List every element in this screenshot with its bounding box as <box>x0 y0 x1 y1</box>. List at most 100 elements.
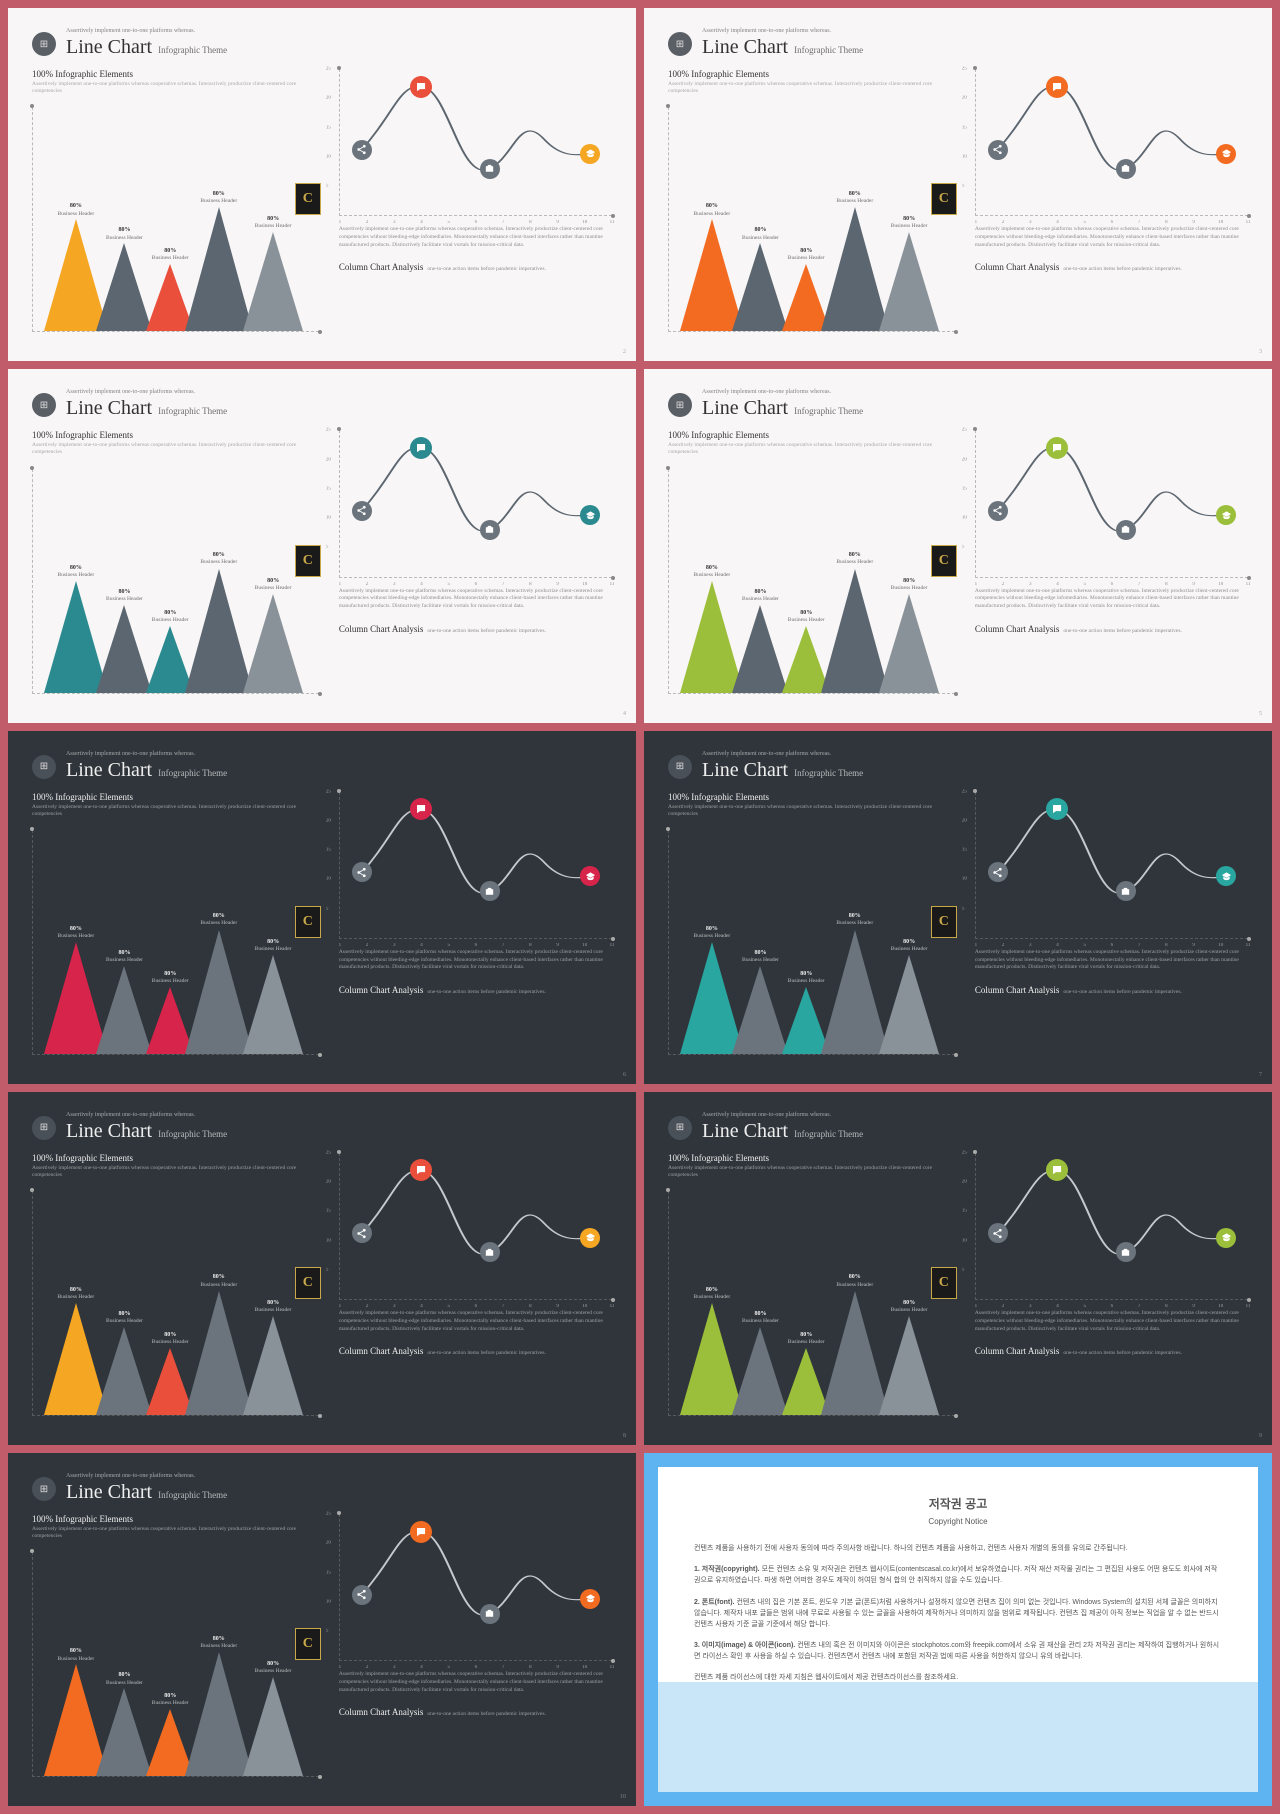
peak-label: 80%Business Header <box>836 913 873 927</box>
x-tick: 10 <box>582 1665 587 1670</box>
slide-subtitle: Infographic Theme <box>158 1490 227 1500</box>
x-tick: 8 <box>1165 582 1168 587</box>
peak-percent: 80% <box>742 950 779 957</box>
peak-percent: 80% <box>788 1332 825 1339</box>
right-desc: Assertively implement one-to-one platfor… <box>975 1310 1248 1333</box>
page-number: 4 <box>623 711 626 717</box>
slide: ⊞Assertively implement one-to-one platfo… <box>644 369 1272 722</box>
x-tick: 4 <box>420 1665 423 1670</box>
y-tick: 10 <box>962 1238 967 1243</box>
header-text: Assertively implement one-to-one platfor… <box>66 751 227 782</box>
x-tick: 8 <box>529 943 532 948</box>
notice-p1: 1. 저작권(copyright). 모든 컨텐츠 소유 및 저작권은 컨텐츠 … <box>694 1564 1222 1586</box>
right-panel: 2520151051234567891011Assertively implem… <box>975 792 1248 1055</box>
section-title: 100% Infographic Elements <box>32 1514 319 1524</box>
line-node-camera <box>480 881 500 901</box>
left-panel: 100% Infographic ElementsAssertively imp… <box>32 430 319 693</box>
analysis-title: Column Chart Analysis <box>339 1346 424 1356</box>
x-tick: 11 <box>1246 1304 1251 1309</box>
section-desc: Assertively implement one-to-one platfor… <box>32 442 319 456</box>
peak-percent: 80% <box>200 1636 237 1643</box>
peak-text: Business Header <box>200 559 237 566</box>
peak-text: Business Header <box>106 957 143 964</box>
mountain-peak <box>732 1327 788 1415</box>
left-panel: 100% Infographic ElementsAssertively imp… <box>668 430 955 693</box>
line-node-chat <box>410 1521 432 1543</box>
slide: ⊞ Assertively implement one-to-one platfo… <box>8 8 636 361</box>
slide-title: Line Chart <box>702 759 788 781</box>
line-path-svg <box>976 792 1248 938</box>
y-tick: 25 <box>326 1150 331 1155</box>
right-desc: Assertively implement one-to-one platfor… <box>339 226 612 249</box>
peak-label: 80%Business Header <box>255 216 292 230</box>
peak-label: 80%Business Header <box>255 1300 292 1314</box>
header-icon: ⊞ <box>32 1116 56 1140</box>
peak-text: Business Header <box>200 920 237 927</box>
peak-text: Business Header <box>891 223 928 230</box>
peak-percent: 80% <box>57 926 94 933</box>
peak-text: Business Header <box>152 1339 189 1346</box>
peak-percent: 80% <box>693 203 730 210</box>
y-tick: 25 <box>962 789 967 794</box>
header-text: Assertively implement one-to-one platfor… <box>66 1473 227 1504</box>
analysis-sub: one-to-one action items before pandemic … <box>1063 989 1182 995</box>
line-node-camera <box>480 159 500 179</box>
peak-text: Business Header <box>742 957 779 964</box>
peak-text: Business Header <box>255 1307 292 1314</box>
slide-header: ⊞Assertively implement one-to-one platfo… <box>668 751 1248 782</box>
notice-p2: 2. 폰트(font). 컨텐츠 내의 집은 기본 폰트, 윈도우 기본 글(폰… <box>694 1597 1222 1631</box>
mountain-peak <box>879 594 939 693</box>
slide-subtitle: Infographic Theme <box>794 768 863 778</box>
peak-label: 80%Business Header <box>152 1693 189 1707</box>
peak-label: 80%Business Header <box>57 1287 94 1301</box>
line-node-chat <box>410 798 432 820</box>
x-tick: 11 <box>610 220 615 225</box>
peak-text: Business Header <box>742 1318 779 1325</box>
slide-body: 100% Infographic ElementsAssertively imp… <box>668 69 1248 332</box>
y-tick: 15 <box>326 125 331 130</box>
line-chart: 2520151051234567891011 <box>975 1153 1248 1300</box>
slide-title: Line Chart <box>702 1120 788 1142</box>
slide-body: 100% Infographic ElementsAssertively imp… <box>32 430 612 693</box>
y-tick: 10 <box>962 154 967 159</box>
x-tick: 10 <box>582 220 587 225</box>
x-tick: 5 <box>1083 943 1086 948</box>
peak-text: Business Header <box>891 585 928 592</box>
line-path-svg <box>976 1153 1248 1299</box>
header-text: Assertively implement one-to-one platfor… <box>702 389 863 420</box>
badge-icon: C <box>295 1267 321 1299</box>
header-icon: ⊞ <box>32 32 56 56</box>
mountain-chart: 80%Business Header80%Business Header80%B… <box>32 830 319 1055</box>
x-tick: 11 <box>610 1665 615 1670</box>
x-tick: 4 <box>420 943 423 948</box>
mountain-peak <box>879 955 939 1054</box>
x-tick: 1 <box>975 943 978 948</box>
x-tick: 6 <box>1111 943 1114 948</box>
right-panel: 2520151051234567891011Assertively implem… <box>339 430 612 693</box>
peak-percent: 80% <box>255 939 292 946</box>
line-chart: 2520151051234567891011 <box>975 792 1248 939</box>
line-node-share <box>352 1223 372 1243</box>
x-tick: 9 <box>556 1304 559 1309</box>
x-tick: 1 <box>975 582 978 587</box>
x-tick: 10 <box>1218 1304 1223 1309</box>
x-tick: 4 <box>420 220 423 225</box>
slide-body: 100% Infographic ElementsAssertively imp… <box>32 1153 612 1416</box>
line-node-share <box>352 862 372 882</box>
x-tick: 10 <box>1218 943 1223 948</box>
badge-icon: C <box>931 183 957 215</box>
page-number: 8 <box>623 1433 626 1439</box>
peak-percent: 80% <box>200 191 237 198</box>
y-tick: 25 <box>962 428 967 433</box>
x-tick: 1 <box>339 582 342 587</box>
x-tick: 2 <box>366 220 369 225</box>
x-tick: 6 <box>475 943 478 948</box>
line-node-camera <box>480 1604 500 1624</box>
section-desc: Assertively implement one-to-one platfor… <box>668 804 955 818</box>
y-tick: 5 <box>962 184 965 189</box>
peak-percent: 80% <box>693 565 730 572</box>
y-tick: 15 <box>326 1209 331 1214</box>
peak-text: Business Header <box>255 1668 292 1675</box>
right-panel: 2520151051234567891011Assertively implem… <box>975 69 1248 332</box>
peak-label: 80%Business Header <box>152 971 189 985</box>
